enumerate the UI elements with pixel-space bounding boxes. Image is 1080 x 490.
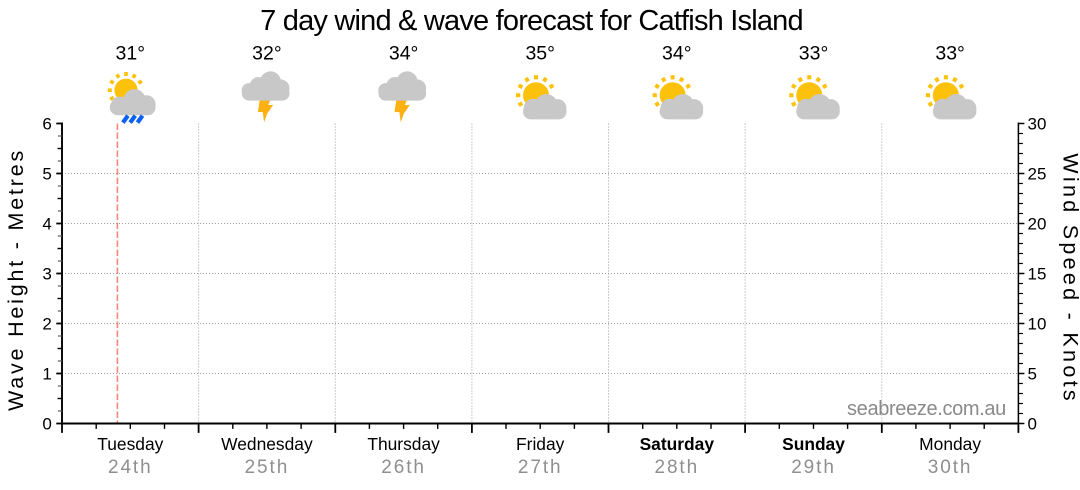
svg-text:27th: 27th	[518, 457, 563, 478]
svg-text:5: 5	[1028, 365, 1037, 384]
svg-text:Saturday: Saturday	[640, 434, 715, 454]
svg-text:3: 3	[42, 265, 51, 284]
svg-text:Monday: Monday	[919, 434, 981, 454]
svg-text:29th: 29th	[791, 457, 836, 478]
svg-text:5: 5	[42, 165, 51, 184]
svg-text:32°: 32°	[252, 43, 282, 65]
svg-text:1: 1	[42, 365, 51, 384]
svg-text:6: 6	[42, 115, 51, 134]
svg-text:seabreeze.com.au: seabreeze.com.au	[847, 398, 1006, 420]
svg-text:30: 30	[1028, 115, 1047, 134]
svg-text:10: 10	[1028, 315, 1047, 334]
svg-text:33°: 33°	[799, 43, 829, 65]
svg-text:25th: 25th	[245, 457, 290, 478]
svg-text:26th: 26th	[381, 457, 426, 478]
svg-text:Wind Speed - Knots: Wind Speed - Knots	[1059, 153, 1080, 404]
svg-text:7 day wind & wave forecast for: 7 day wind & wave forecast for Catfish I…	[260, 5, 803, 37]
svg-text:2: 2	[42, 315, 51, 334]
svg-text:0: 0	[42, 415, 51, 434]
svg-text:Wave Height - Metres: Wave Height - Metres	[4, 148, 28, 411]
svg-text:33°: 33°	[935, 43, 965, 65]
svg-text:Wednesday: Wednesday	[221, 434, 313, 454]
svg-text:28th: 28th	[655, 457, 700, 478]
svg-text:25: 25	[1028, 165, 1047, 184]
svg-text:Thursday: Thursday	[367, 434, 440, 454]
svg-text:4: 4	[42, 215, 51, 234]
svg-text:34°: 34°	[389, 43, 419, 65]
svg-text:30th: 30th	[928, 457, 973, 478]
svg-text:Friday: Friday	[516, 434, 565, 454]
svg-text:34°: 34°	[662, 43, 692, 65]
svg-text:24th: 24th	[108, 457, 153, 478]
svg-text:20: 20	[1028, 215, 1047, 234]
svg-text:Tuesday: Tuesday	[97, 434, 163, 454]
svg-text:Sunday: Sunday	[782, 434, 845, 454]
svg-text:31°: 31°	[116, 43, 146, 65]
svg-text:15: 15	[1028, 265, 1047, 284]
svg-text:35°: 35°	[525, 43, 555, 65]
svg-text:0: 0	[1028, 415, 1037, 434]
